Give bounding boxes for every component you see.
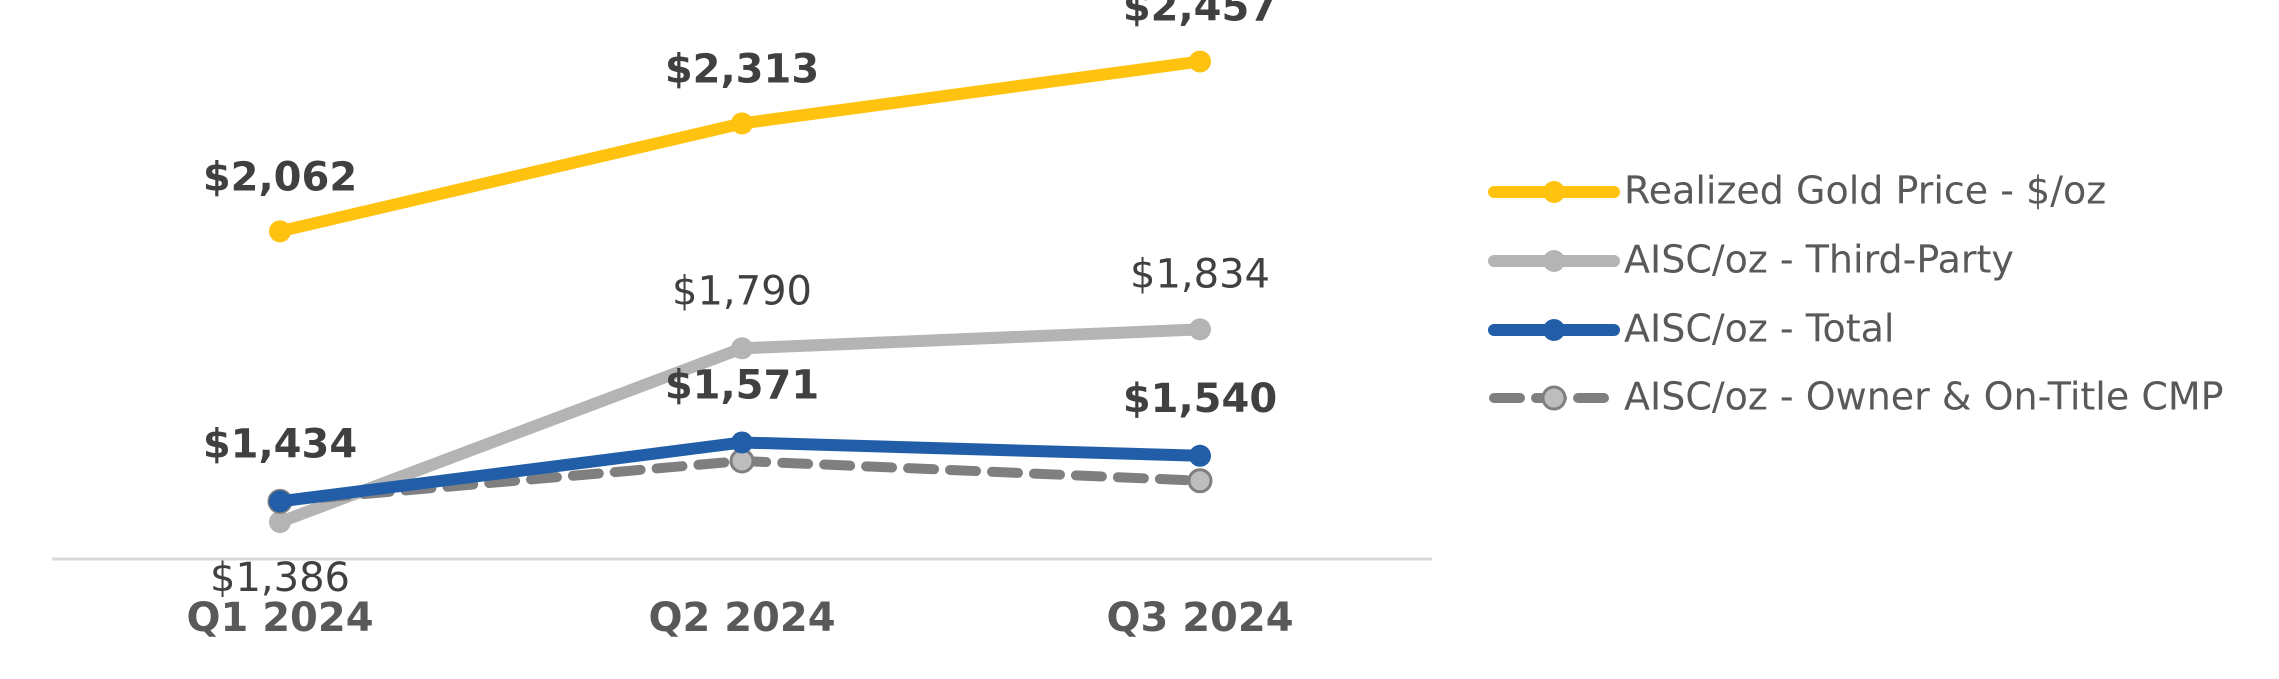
data-label-aisc-oz-total-1: $1,434	[203, 421, 357, 467]
legend: Realized Gold Price - $/oz AISC/oz - Thir…	[1488, 169, 2224, 419]
legend-swatch-marker	[1543, 250, 1565, 272]
x-tick-label-3: Q3 2024	[1106, 595, 1293, 641]
series-layer	[267, 50, 1213, 534]
legend-label: AISC/oz - Owner & On-Title CMP	[1624, 375, 2224, 419]
data-label-realized-gold-price-oz-3: $2,457	[1123, 0, 1277, 30]
x-tick-labels: Q1 2024 Q2 2024 Q3 2024	[186, 595, 1293, 641]
data-label-realized-gold-price-oz-2: $2,313	[665, 46, 819, 92]
data-labels-layer: $2,062 $2,313 $2,457 $1,386 $1,790 $1,834 $1,4…	[203, 0, 1277, 601]
x-tick-label-1: Q1 2024	[186, 595, 373, 641]
legend-item-aisc-oz-third-party: AISC/oz - Third-Party	[1488, 238, 2014, 282]
legend-label: AISC/oz - Third-Party	[1624, 238, 2014, 282]
legend-swatch-marker	[1541, 385, 1567, 411]
data-label-realized-gold-price-oz-1: $2,062	[203, 154, 357, 200]
data-point-aisc-oz-total-2	[731, 431, 753, 454]
data-point-aisc-oz-owner-on-title-cmp-3	[1187, 468, 1213, 494]
data-point-aisc-oz-third-party-2	[731, 337, 753, 360]
data-point-aisc-oz-total-1	[269, 490, 291, 513]
data-point-realized-gold-price-oz-2	[731, 112, 753, 135]
legend-item-realized-gold-price-oz: Realized Gold Price - $/oz	[1488, 169, 2106, 213]
data-point-realized-gold-price-oz-3	[1189, 50, 1211, 73]
data-point-aisc-oz-third-party-1	[269, 511, 291, 534]
legend-swatch-marker	[1543, 319, 1565, 341]
data-point-aisc-oz-total-3	[1189, 444, 1211, 467]
x-tick-label-2: Q2 2024	[648, 595, 835, 641]
data-label-aisc-oz-third-party-3: $1,834	[1130, 251, 1270, 297]
data-label-aisc-oz-total-2: $1,571	[665, 362, 819, 408]
legend-label: AISC/oz - Total	[1624, 307, 1894, 351]
data-label-aisc-oz-third-party-1: $1,386	[210, 555, 350, 601]
data-label-aisc-oz-third-party-2: $1,790	[672, 268, 812, 314]
legend-swatch-marker	[1543, 181, 1565, 203]
data-label-aisc-oz-total-3: $1,540	[1123, 376, 1277, 422]
legend-label: Realized Gold Price - $/oz	[1624, 169, 2106, 213]
legend-item-aisc-oz-total: AISC/oz - Total	[1488, 307, 1894, 351]
data-point-aisc-oz-third-party-3	[1189, 318, 1211, 341]
legend-item-aisc-oz-owner-on-title-cmp: AISC/oz - Owner & On-Title CMP	[1489, 375, 2224, 419]
data-point-realized-gold-price-oz-1	[269, 220, 291, 243]
